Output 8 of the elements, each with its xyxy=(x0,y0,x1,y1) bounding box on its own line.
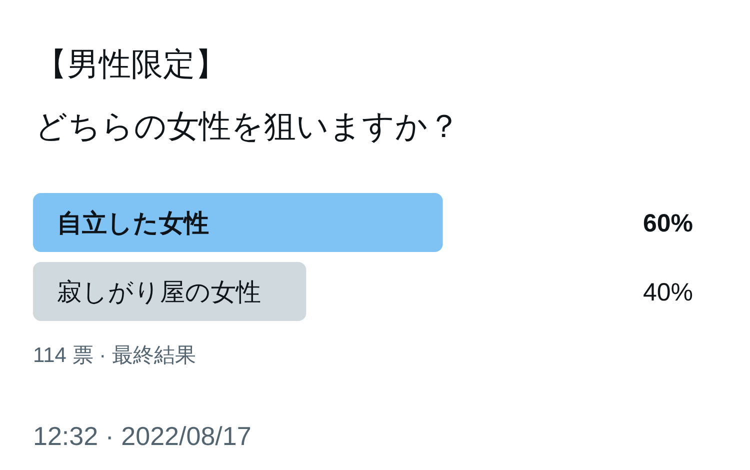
y-tick-label: 自立した女性 xyxy=(57,210,209,238)
data-label: 40% xyxy=(642,278,693,306)
text: 12:32 · 2022/08/17 xyxy=(33,421,252,451)
data-label: 60% xyxy=(642,210,693,238)
y-tick-label: 寂しがり屋の女性 xyxy=(57,278,261,306)
subtitle: どちらの女性を狙いますか？ xyxy=(35,108,460,144)
text: 114 票 · 最終結果 xyxy=(33,344,196,367)
title: 【男性限定】 xyxy=(35,46,227,82)
